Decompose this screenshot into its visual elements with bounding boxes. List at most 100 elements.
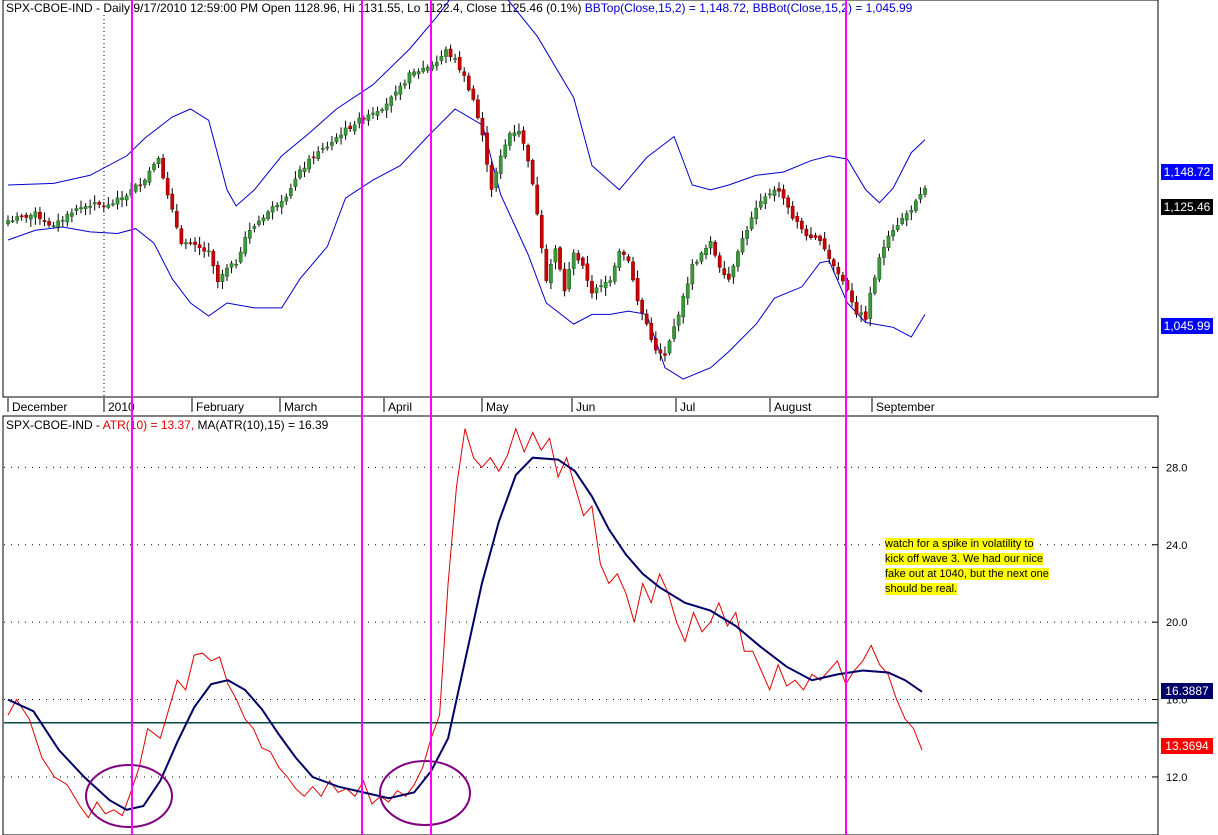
candle-up: [206, 250, 211, 253]
candle-down: [348, 125, 353, 130]
atr-header-ma: MA(ATR(10),15) = 16.39: [198, 418, 329, 432]
bb-top-line: [7, 0, 926, 207]
candle-up: [918, 194, 923, 200]
candle-up: [439, 56, 444, 61]
candle-up: [749, 217, 754, 229]
candle-down: [576, 253, 581, 261]
candle-up: [357, 117, 362, 124]
candle-down: [138, 184, 143, 187]
candle-down: [211, 250, 216, 267]
atr-badges: 16.3887 13.3694: [1161, 683, 1213, 754]
x-tick-label: April: [388, 400, 412, 414]
candle-down: [585, 263, 590, 281]
candle-up: [298, 169, 302, 178]
candle-up: [352, 124, 357, 132]
atr-line: [7, 427, 923, 819]
candle-up: [6, 220, 10, 225]
candle-down: [193, 241, 197, 245]
candle-up: [252, 226, 257, 229]
candle-up: [882, 247, 886, 258]
candle-up: [494, 171, 499, 188]
candle-down: [790, 205, 795, 219]
candle-up: [599, 285, 603, 287]
atr-badge-text: 13.3694: [1165, 739, 1209, 753]
x-tick-label: 2010: [108, 400, 135, 414]
candle-up: [425, 66, 430, 71]
bb-bottom-line: [7, 108, 926, 380]
candle-up: [512, 132, 517, 137]
candle-up: [120, 197, 124, 201]
candle-up: [754, 207, 759, 220]
atr-y-tick-label: 20.0: [1166, 617, 1187, 629]
candle-up: [553, 248, 558, 263]
candle-up: [868, 292, 873, 319]
candle-up: [389, 96, 394, 106]
candle-up: [289, 188, 293, 197]
candle-up: [220, 273, 225, 282]
candle-up: [594, 287, 599, 294]
candle-up: [238, 251, 243, 263]
candle-up: [886, 235, 891, 248]
candle-down: [658, 349, 663, 354]
candle-up: [60, 219, 65, 222]
candle-up: [731, 265, 736, 278]
candle-up: [115, 197, 120, 205]
candle-up: [745, 229, 749, 239]
candle-up: [74, 208, 79, 211]
candle-up: [444, 49, 448, 57]
candle-up: [343, 127, 348, 136]
candle-down: [863, 311, 868, 320]
x-axis: December 2010 February March April May Jun Jul A…: [3, 396, 1158, 414]
candle-down: [42, 220, 47, 222]
x-tick-label: March: [284, 400, 317, 414]
ma-badge-text: 16.3887: [1165, 684, 1209, 698]
candle-up: [412, 71, 416, 76]
candle-up: [421, 68, 426, 72]
candle-down: [179, 228, 184, 244]
atr-panel-frame: [2, 415, 1159, 835]
candle-down: [47, 221, 51, 226]
candle-up: [699, 252, 704, 262]
candle-up: [872, 277, 877, 294]
note-line-3: fake out at 1040, but the next one: [885, 568, 1049, 580]
candle-down: [462, 71, 467, 76]
candle-down: [649, 323, 654, 340]
candle-down: [804, 228, 809, 237]
candle-up: [507, 133, 512, 146]
candle-up: [740, 238, 745, 253]
candle-up: [384, 103, 389, 111]
candle-down: [622, 251, 626, 255]
candle-up: [270, 206, 275, 213]
candle-up: [685, 283, 690, 299]
price-panel-frame: [2, 0, 1159, 398]
x-tick-label: Jul: [680, 400, 695, 414]
candle-up: [612, 265, 617, 282]
candle-up: [143, 179, 147, 186]
ma-badge: [1161, 683, 1213, 699]
candle-up: [567, 269, 571, 289]
candle-up: [133, 184, 138, 192]
candle-down: [644, 313, 649, 325]
candle-down: [854, 301, 859, 315]
candle-down: [539, 215, 544, 249]
x-tick-label: December: [12, 400, 67, 414]
note-line-4: should be real.: [885, 583, 958, 595]
bbtop-badge-text: 1,148.72: [1164, 165, 1211, 179]
candle-up: [330, 142, 334, 146]
candle-up: [690, 264, 695, 285]
candle-up: [243, 237, 248, 254]
candle-up: [33, 211, 38, 218]
candle-down: [535, 184, 540, 215]
candle-up: [15, 216, 19, 221]
candle-down: [476, 99, 480, 119]
close-badge-text: 1,125.46: [1164, 200, 1211, 214]
candle-down: [580, 257, 585, 266]
candle-down: [457, 57, 462, 71]
candle-up: [325, 146, 330, 149]
x-tick-label: February: [196, 400, 244, 414]
candle-down: [640, 300, 644, 313]
candle-up: [672, 326, 676, 339]
note-line-1: watch for a spike in volatility to: [885, 538, 1034, 550]
candle-down: [809, 234, 813, 239]
candle-down: [777, 188, 781, 192]
